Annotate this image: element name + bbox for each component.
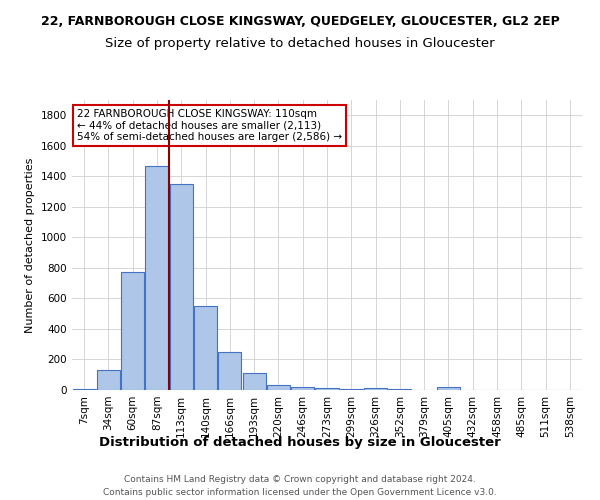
Bar bbox=[121, 272, 144, 390]
Bar bbox=[364, 388, 387, 390]
Bar bbox=[388, 389, 412, 390]
Bar bbox=[267, 384, 290, 390]
Bar bbox=[145, 166, 169, 390]
Bar bbox=[218, 352, 241, 390]
Text: 22 FARNBOROUGH CLOSE KINGSWAY: 110sqm
← 44% of detached houses are smaller (2,11: 22 FARNBOROUGH CLOSE KINGSWAY: 110sqm ← … bbox=[77, 108, 342, 142]
Text: Contains HM Land Registry data © Crown copyright and database right 2024.: Contains HM Land Registry data © Crown c… bbox=[124, 476, 476, 484]
Bar bbox=[194, 306, 217, 390]
Y-axis label: Number of detached properties: Number of detached properties bbox=[25, 158, 35, 332]
Text: Contains public sector information licensed under the Open Government Licence v3: Contains public sector information licen… bbox=[103, 488, 497, 497]
Bar bbox=[97, 370, 120, 390]
Text: Distribution of detached houses by size in Gloucester: Distribution of detached houses by size … bbox=[99, 436, 501, 449]
Text: Size of property relative to detached houses in Gloucester: Size of property relative to detached ho… bbox=[105, 38, 495, 51]
Bar bbox=[340, 389, 363, 390]
Bar bbox=[242, 373, 266, 390]
Bar bbox=[170, 184, 193, 390]
Bar bbox=[437, 387, 460, 390]
Bar bbox=[291, 386, 314, 390]
Text: 22, FARNBOROUGH CLOSE KINGSWAY, QUEDGELEY, GLOUCESTER, GL2 2EP: 22, FARNBOROUGH CLOSE KINGSWAY, QUEDGELE… bbox=[41, 15, 559, 28]
Bar bbox=[73, 389, 95, 390]
Bar bbox=[316, 388, 338, 390]
